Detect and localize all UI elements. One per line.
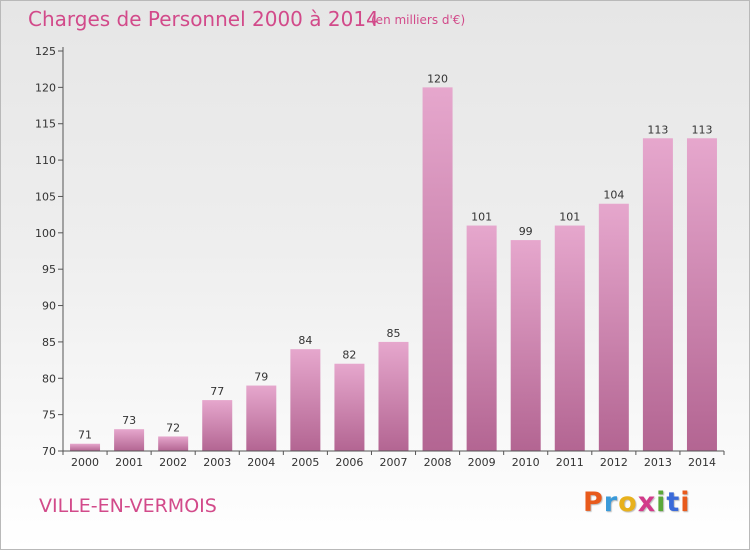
bar-2000 [70,443,101,451]
bar-2004 [246,385,277,451]
y-tick-label: 105 [35,190,56,203]
x-tick-label: 2008 [424,456,452,469]
logo-letter: P [583,487,604,518]
bar-2011 [554,225,585,451]
y-tick-label: 110 [35,154,56,167]
logo-letter: o [618,487,638,518]
x-tick-label: 2007 [380,456,408,469]
value-label: 104 [603,189,624,202]
bar-2009 [466,225,497,451]
chart-subtitle: (en milliers d'€) [371,13,466,27]
x-tick-label: 2002 [159,456,187,469]
logo-letter: r [603,487,619,518]
y-tick-label: 100 [35,227,56,240]
logo-letter: x [637,487,657,518]
x-tick-label: 2005 [291,456,319,469]
x-tick-label: 2012 [600,456,628,469]
logo-letter: i [656,487,667,518]
value-label: 82 [342,349,356,362]
y-tick-label: 90 [42,300,56,313]
x-tick-label: 2001 [115,456,143,469]
bar-2007 [378,341,409,451]
y-tick-label: 75 [42,409,56,422]
bar-2003 [202,400,233,451]
y-tick-label: 70 [42,445,56,458]
x-tick-label: 2003 [203,456,231,469]
value-label: 99 [519,225,533,238]
value-label: 77 [210,385,224,398]
value-label: 120 [427,72,448,85]
x-tick-label: 2011 [556,456,584,469]
bar-2014 [686,138,717,452]
x-tick-label: 2013 [644,456,672,469]
x-tick-label: 2000 [71,456,99,469]
value-label: 101 [559,211,580,224]
logo-letter: i [680,487,691,518]
value-label: 71 [78,429,92,442]
commune-name: VILLE-EN-VERMOIS [39,495,217,517]
x-tick-label: 2014 [688,456,716,469]
bar-2002 [158,436,189,451]
bar-2008 [422,87,453,451]
x-tick-label: 2010 [512,456,540,469]
proxiti-logo[interactable]: Proxiti [583,487,691,518]
y-tick-label: 125 [35,45,56,58]
y-tick-label: 115 [35,118,56,131]
value-label: 73 [122,414,136,427]
x-tick-label: 2006 [335,456,363,469]
x-tick-label: 2009 [468,456,496,469]
bar-2006 [334,363,365,451]
y-tick-label: 120 [35,81,56,94]
value-label: 72 [166,421,180,434]
bar-2001 [114,429,145,451]
x-tick-label: 2004 [247,456,275,469]
value-label: 113 [691,123,712,136]
logo-letter: t [666,487,681,518]
bar-2013 [642,138,673,452]
value-label: 84 [298,334,312,347]
chart-title: Charges de Personnel 2000 à 2014 [28,7,379,31]
value-label: 101 [471,211,492,224]
value-label: 113 [647,123,668,136]
y-tick-label: 95 [42,263,56,276]
bar-2005 [290,349,321,451]
bar-2012 [598,203,629,451]
value-label: 79 [254,371,268,384]
y-tick-label: 80 [42,372,56,385]
bar-2010 [510,240,541,451]
y-tick-label: 85 [42,336,56,349]
value-label: 85 [387,327,401,340]
